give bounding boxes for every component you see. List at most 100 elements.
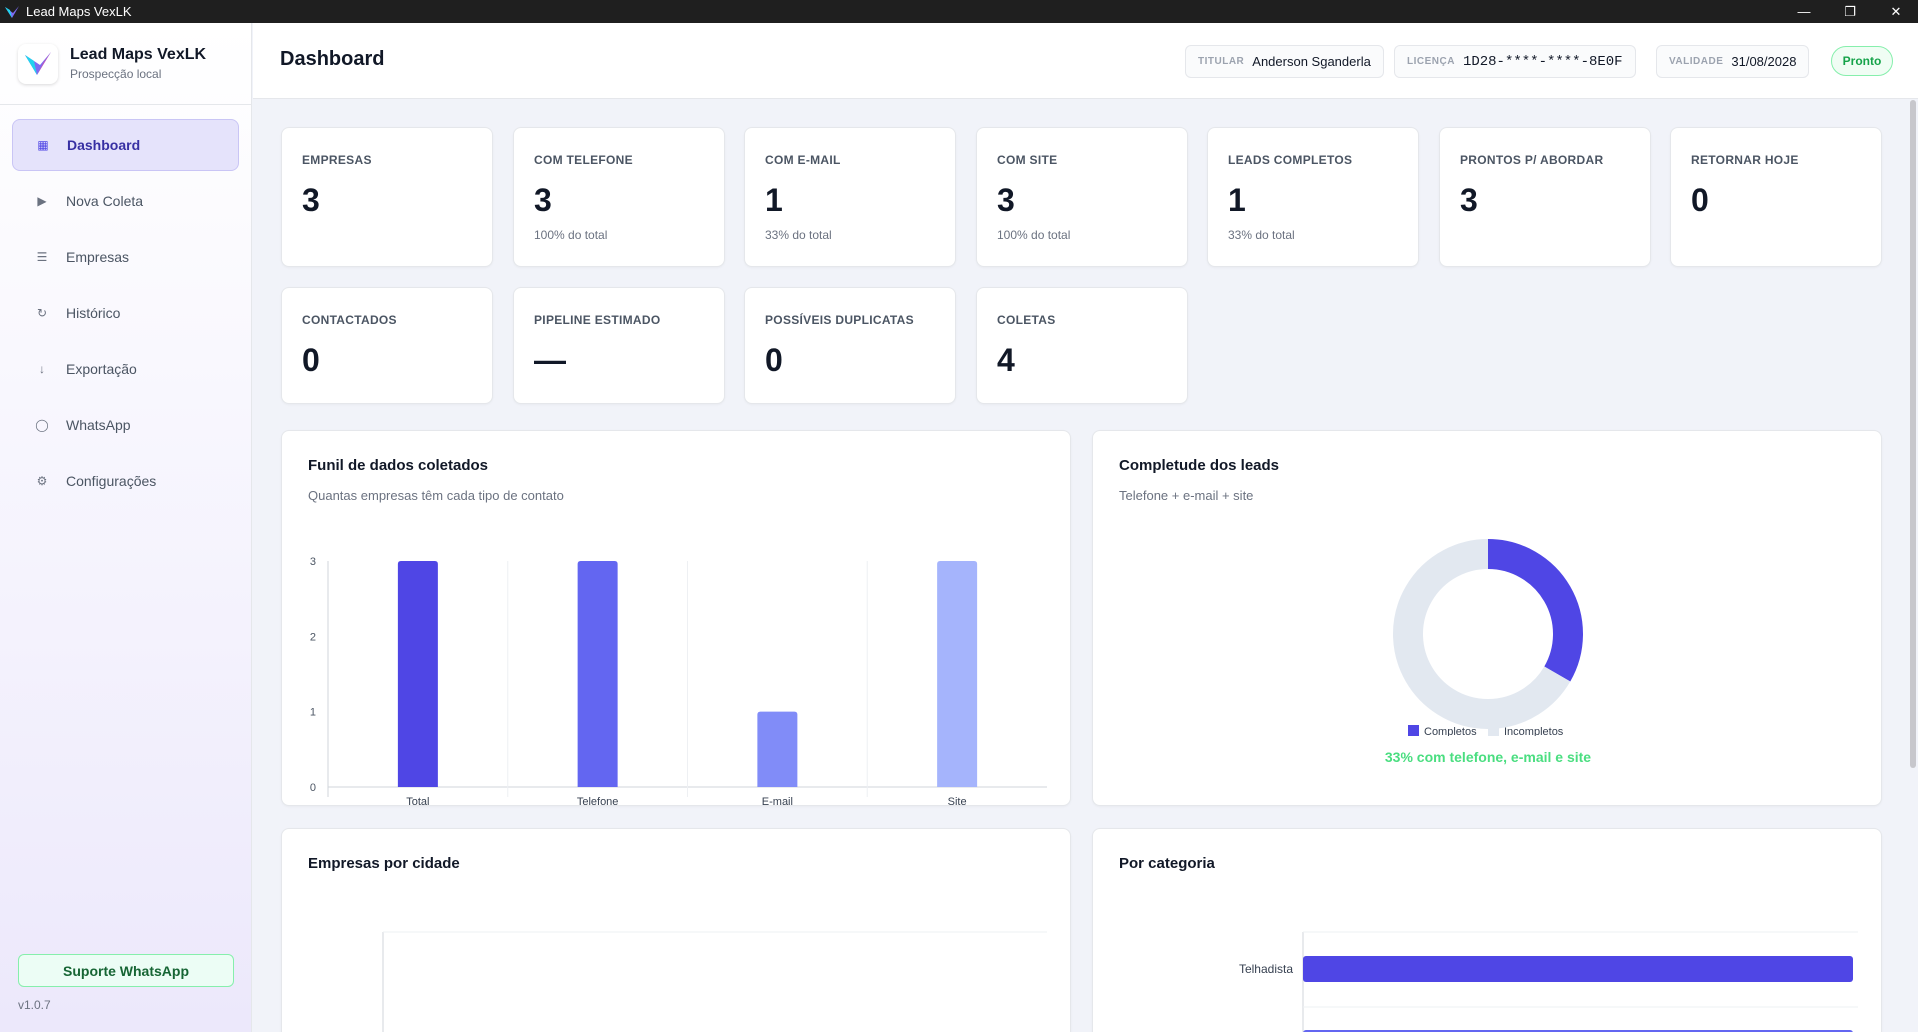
minimize-button[interactable]: —	[1797, 4, 1811, 19]
sidebar-item-exportacao[interactable]: ↓ Exportação	[12, 343, 239, 395]
sidebar-item-nova-coleta[interactable]: ▶ Nova Coleta	[12, 175, 239, 227]
close-button[interactable]: ✕	[1890, 3, 1902, 19]
city-panel: Empresas por cidade Sem dados	[281, 828, 1071, 1032]
validity-value: 31/08/2028	[1731, 54, 1797, 69]
donut-slice-incompletos	[1393, 539, 1571, 729]
restore-button[interactable]: ❐	[1844, 3, 1856, 19]
history-icon: ↻	[36, 306, 48, 320]
legend-label: Incompletos	[1504, 726, 1564, 736]
bar-telefone	[577, 561, 618, 787]
brand-name: Lead Maps VexLK	[70, 46, 207, 63]
chat-icon: ◯	[35, 418, 49, 432]
holder-badge: TITULAR Anderson Sganderla	[1185, 45, 1384, 78]
y-tick-label: Sem dados	[311, 1030, 372, 1032]
stat-card-com-telefone: COM TELEFONE 3 100% do total	[513, 127, 725, 267]
funnel-panel: Funil de dados coletados Quantas empresa…	[281, 430, 1071, 807]
legend-swatch	[1488, 725, 1499, 736]
donut-slice-completos	[1487, 539, 1583, 682]
stat-sub: 100% do total	[534, 228, 608, 242]
bar-site	[937, 561, 978, 787]
sidebar-item-configuracoes[interactable]: ⚙ Configurações	[12, 455, 239, 507]
stat-value: 3	[1460, 182, 1478, 218]
stat-label: COM E-MAIL	[765, 153, 841, 167]
validity-badge: VALIDADE 31/08/2028	[1656, 45, 1810, 78]
window-title: Lead Maps VexLK	[26, 4, 132, 19]
y-tick-label: Telhadista	[1239, 962, 1293, 976]
stat-value: 1	[765, 182, 783, 218]
app-logo-icon	[5, 5, 19, 18]
page-title: Dashboard	[280, 48, 385, 70]
stat-card-leads-completos: LEADS COMPLETOS 1 33% do total	[1207, 127, 1419, 267]
x-tick-label: E-mail	[762, 796, 793, 807]
support-whatsapp-button[interactable]: Suporte WhatsApp	[18, 954, 234, 987]
stat-label: COLETAS	[997, 313, 1056, 327]
stat-card-possiveis-duplicatas: POSSÍVEIS DUPLICATAS 0	[744, 287, 956, 404]
y-tick-label: 1	[310, 707, 316, 719]
completeness-subtitle: Telefone + e-mail + site	[1119, 488, 1254, 503]
stat-card-com-site: COM SITE 3 100% do total	[976, 127, 1188, 267]
download-icon: ↓	[39, 362, 45, 376]
stat-card-contactados: CONTACTADOS 0	[281, 287, 493, 404]
page-header: Dashboard TITULAR Anderson Sganderla LIC…	[253, 23, 1918, 99]
stat-card-prontos-abordar: PRONTOS P/ ABORDAR 3	[1439, 127, 1651, 267]
sidebar-item-label: Empresas	[66, 249, 130, 265]
sidebar-item-historico[interactable]: ↻ Histórico	[12, 287, 239, 339]
legend-label: Completos	[1424, 726, 1477, 736]
stat-value: 4	[997, 342, 1015, 378]
sidebar-item-label: Exportação	[66, 361, 137, 377]
brand: Lead Maps VexLK Prospecção local	[0, 23, 251, 105]
stat-value: 0	[1691, 182, 1709, 218]
stat-card-pipeline-estimado: PIPELINE ESTIMADO —	[513, 287, 725, 404]
category-chart: TelhadistaLoja de tecidos	[1239, 931, 1858, 1032]
sidebar-nav: ▦ Dashboard ▶ Nova Coleta ☰ Empresas ↻ H…	[0, 105, 251, 525]
stat-label: PIPELINE ESTIMADO	[534, 313, 661, 327]
bar-e-mail	[757, 711, 798, 787]
x-tick-label: Telefone	[577, 796, 619, 807]
completeness-summary: 33% com telefone, e-mail e site	[1384, 749, 1592, 765]
y-tick-label: 3	[310, 556, 316, 568]
donut-chart: Completos Incompletos	[1393, 539, 1583, 736]
stat-card-com-email: COM E-MAIL 1 33% do total	[744, 127, 956, 267]
y-tick-label: 0	[310, 782, 316, 794]
funnel-subtitle: Quantas empresas têm cada tipo de contat…	[308, 488, 564, 503]
stat-card-retornar-hoje: RETORNAR HOJE 0	[1670, 127, 1882, 267]
stat-card-empresas: EMPRESAS 3	[281, 127, 493, 267]
holder-key: TITULAR	[1198, 56, 1245, 67]
sidebar: Lead Maps VexLK Prospecção local ▦ Dashb…	[0, 23, 252, 1032]
sidebar-item-label: Dashboard	[67, 137, 141, 153]
sidebar-item-label: Histórico	[66, 305, 121, 321]
bar-total	[397, 561, 438, 787]
settings-icon: ⚙	[36, 474, 48, 488]
sidebar-item-dashboard[interactable]: ▦ Dashboard	[12, 119, 239, 171]
main-scrollbar[interactable]	[1910, 100, 1916, 768]
x-tick-label: Total	[406, 796, 429, 807]
validity-key: VALIDADE	[1669, 56, 1724, 67]
category-title: Por categoria	[1119, 855, 1215, 872]
sidebar-item-empresas[interactable]: ☰ Empresas	[12, 231, 239, 283]
stat-label: PRONTOS P/ ABORDAR	[1460, 153, 1604, 167]
app-version: v1.0.7	[18, 998, 51, 1012]
funnel-chart: 0 1 2 3 Total Telefone E-mail Site	[310, 556, 1047, 807]
status-badge: Pronto	[1831, 46, 1893, 76]
sidebar-item-label: Configurações	[66, 473, 157, 489]
sidebar-item-label: Nova Coleta	[66, 193, 144, 209]
stat-label: RETORNAR HOJE	[1691, 153, 1799, 167]
stat-value: 3	[997, 182, 1015, 218]
y-tick-label: 2	[310, 631, 316, 643]
stat-value: 0	[302, 342, 320, 378]
license-key: LICENÇA	[1407, 56, 1455, 67]
stat-label: LEADS COMPLETOS	[1228, 153, 1353, 167]
funnel-title: Funil de dados coletados	[308, 457, 489, 474]
stat-label: COM SITE	[997, 153, 1058, 167]
stat-label: COM TELEFONE	[534, 153, 633, 167]
stat-label: POSSÍVEIS DUPLICATAS	[765, 313, 914, 327]
stat-card-coletas: COLETAS 4	[976, 287, 1188, 404]
stat-sub: 33% do total	[1228, 228, 1295, 242]
brand-subtitle: Prospecção local	[70, 67, 162, 81]
sidebar-item-label: WhatsApp	[66, 417, 131, 433]
sidebar-item-whatsapp[interactable]: ◯ WhatsApp	[12, 399, 239, 451]
stat-value: 1	[1228, 182, 1246, 218]
bar-telhadista	[1303, 956, 1853, 982]
stat-value: —	[534, 342, 566, 378]
license-badge: LICENÇA 1D28-****-****-8E0F	[1394, 45, 1636, 78]
